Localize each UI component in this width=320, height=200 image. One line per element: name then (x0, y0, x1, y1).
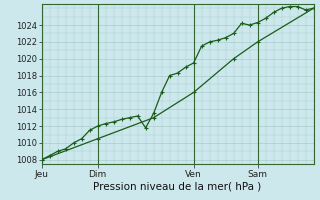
X-axis label: Pression niveau de la mer( hPa ): Pression niveau de la mer( hPa ) (93, 181, 262, 191)
